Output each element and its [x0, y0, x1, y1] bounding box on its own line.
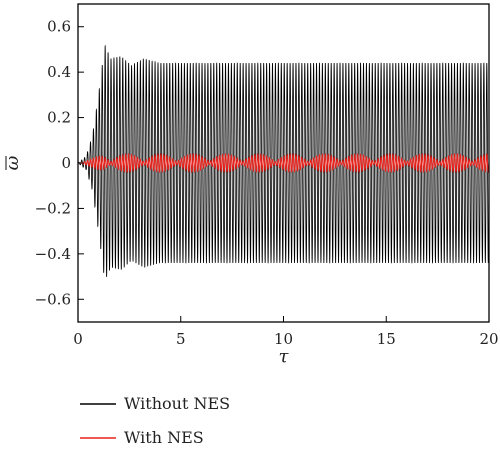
plot-area: [77, 3, 490, 323]
legend-label-without-nes: Without NES: [124, 394, 230, 413]
x-tick-label: 0: [73, 330, 83, 348]
y-axis: −0.6 −0.4 −0.2 0 0.2 0.4 0.6: [35, 18, 84, 308]
x-tick-label: 15: [377, 330, 396, 348]
y-tick-label: 0.2: [47, 109, 71, 127]
legend-label-with-nes: With NES: [124, 428, 204, 447]
y-tick-label: −0.6: [35, 290, 71, 308]
x-tick-label: 20: [479, 330, 498, 348]
y-axis-label-group: ω: [2, 155, 23, 170]
x-axis: 0 5 10 15 20: [73, 316, 499, 348]
series-line-with-nes: [78, 153, 490, 173]
series-layer: [77, 44, 490, 277]
legend: Without NES With NES: [80, 394, 230, 447]
y-axis-label: ω: [2, 155, 23, 170]
y-tick-label: 0.6: [47, 18, 71, 36]
y-tick-label: 0.4: [47, 63, 71, 81]
x-tick-label: 5: [176, 330, 186, 348]
y-tick-label: 0: [61, 154, 71, 172]
y-tick-label: −0.2: [35, 199, 71, 217]
x-tick-label: 10: [274, 330, 293, 348]
y-tick-label: −0.4: [35, 245, 71, 263]
x-axis-label: τ: [279, 346, 290, 367]
